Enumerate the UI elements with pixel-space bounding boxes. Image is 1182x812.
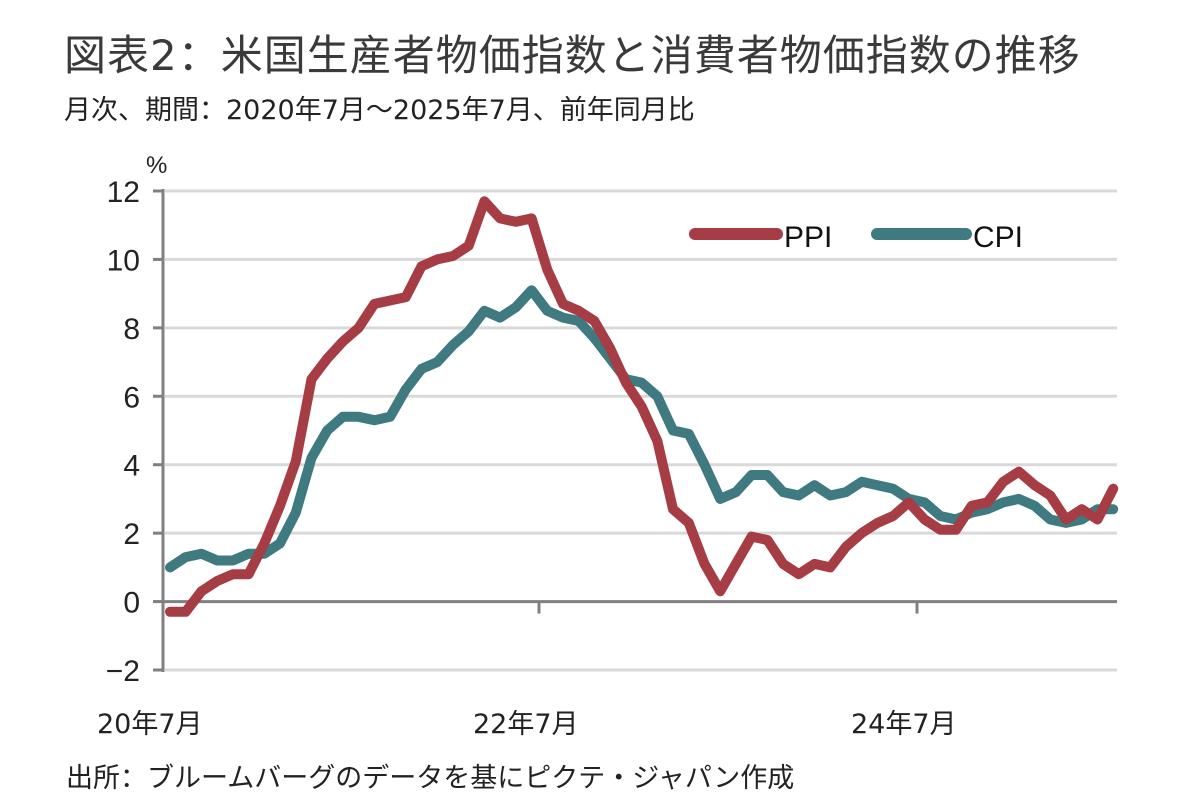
y-axis-unit-label: % — [146, 152, 167, 179]
y-tick-label: 2 — [123, 518, 140, 551]
gridlines — [165, 189, 1117, 672]
series-line-cpi — [165, 285, 1119, 573]
y-tick-label: 8 — [123, 313, 140, 346]
chart-title: 図表2：米国生産者物価指数と消費者物価指数の推移 — [64, 31, 1081, 80]
y-tick-label: 10 — [107, 244, 140, 277]
x-tick-label: 24年7月 — [851, 709, 957, 740]
source-note: 出所：ブルームバーグのデータを基にピクテ・ジャパン作成 — [66, 763, 795, 794]
y-tick-label: 12 — [107, 176, 140, 209]
legend-ppi-label: PPI — [784, 221, 832, 254]
y-tick-label: −2 — [106, 655, 140, 688]
legend-cpi-label: CPI — [973, 221, 1023, 254]
y-axis-labels: −2 0 2 4 6 8 10 12 — [106, 176, 140, 688]
series — [165, 196, 1119, 617]
y-tick-label: 4 — [123, 450, 140, 483]
x-tick-label: 22年7月 — [473, 709, 579, 740]
y-tick-label: 0 — [123, 587, 140, 620]
x-axis-labels: 20年7月 22年7月 24年7月 — [97, 709, 957, 740]
chart-subtitle: 月次、期間：2020年7月～2025年7月、前年同月比 — [64, 95, 695, 126]
axes — [153, 189, 1117, 672]
y-tick-label: 6 — [123, 381, 140, 414]
legend: PPI CPI — [689, 221, 1023, 254]
x-tick-label: 20年7月 — [97, 709, 203, 740]
